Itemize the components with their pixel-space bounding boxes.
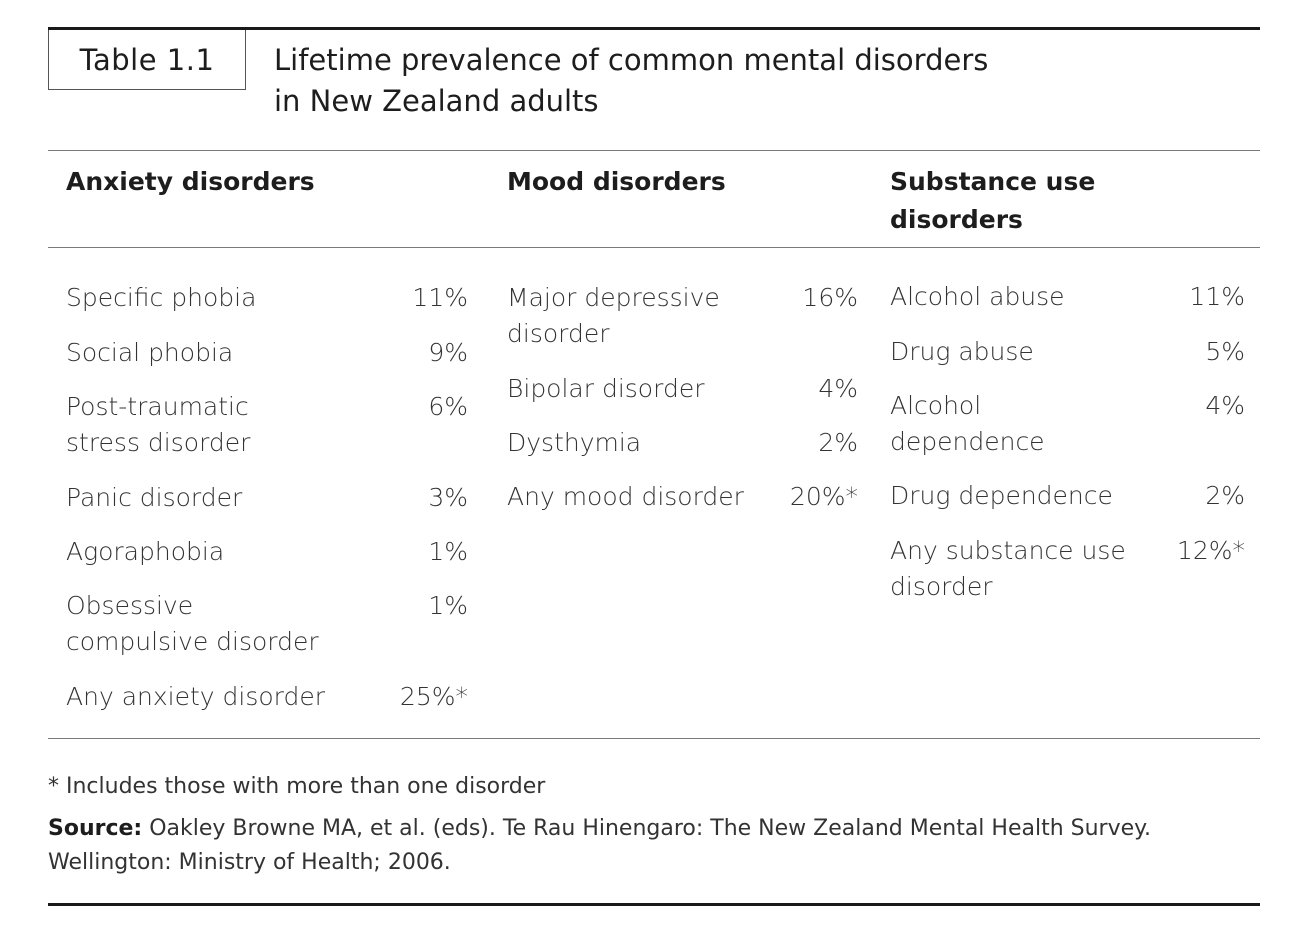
title-line-1: Lifetime prevalence of common mental dis… xyxy=(274,43,989,77)
source-line-2: Wellington: Ministry of Health; 2006. xyxy=(48,850,451,875)
row-value: 6% xyxy=(428,392,468,421)
row-label: Panic disorder xyxy=(66,480,242,516)
table-row: Any anxiety disorder 25%* xyxy=(66,679,468,751)
row-label: Drug abuse xyxy=(890,334,1034,370)
row-label-line-1: Major depressive xyxy=(507,283,720,312)
row-value: 25%* xyxy=(399,682,468,711)
heading-substance-line-2: disorders xyxy=(890,205,1023,234)
row-value: 3% xyxy=(428,483,468,512)
top-rule xyxy=(48,27,1260,30)
header-bottom-rule xyxy=(48,247,1260,248)
source-note: Source: Oakley Browne MA, et al. (eds). … xyxy=(48,812,1248,880)
table-row: Post-traumatic stress disorder 6% xyxy=(66,389,468,461)
row-label-line-1: Panic disorder xyxy=(66,483,243,512)
row-value: 4% xyxy=(818,374,858,403)
table-row: Any substance use disorder 12%* xyxy=(890,533,1245,605)
row-label-line-2: compulsive disorder xyxy=(66,627,319,656)
row-label-line-2: disorder xyxy=(507,319,610,348)
row-label: Dysthymia xyxy=(507,425,641,461)
table-row: Alcohol abuse 11% xyxy=(890,279,1245,351)
row-value: 11% xyxy=(1189,282,1245,311)
row-label-line-1: Social phobia xyxy=(66,338,234,367)
row-label: Alcohol abuse xyxy=(890,279,1065,315)
table-row: Bipolar disorder 4% xyxy=(507,371,858,443)
heading-mood: Mood disorders xyxy=(507,163,726,201)
row-value: 2% xyxy=(818,428,858,457)
row-label-line-1: Alcohol xyxy=(890,391,982,420)
row-label: Social phobia xyxy=(66,335,233,371)
row-label: Any mood disorder xyxy=(507,479,744,515)
table-row: Alcohol dependence 4% xyxy=(890,388,1245,460)
row-label: Bipolar disorder xyxy=(507,371,704,407)
row-value: 12%* xyxy=(1176,536,1245,565)
row-label-line-1: Any substance use xyxy=(890,536,1126,565)
row-value: 16% xyxy=(802,283,858,312)
row-label-line-1: Specific phobia xyxy=(66,283,257,312)
source-label: Source: xyxy=(48,816,143,841)
row-value: 4% xyxy=(1205,391,1245,420)
table-row: Any mood disorder 20%* xyxy=(507,479,858,551)
table-row: Obsessive compulsive disorder 1% xyxy=(66,588,468,660)
row-value: 1% xyxy=(428,537,468,566)
row-value: 1% xyxy=(428,591,468,620)
row-label-line-1: Drug dependence xyxy=(890,481,1113,510)
row-label: Specific phobia xyxy=(66,280,256,316)
row-value: 20%* xyxy=(789,482,858,511)
row-value: 5% xyxy=(1205,337,1245,366)
row-value: 9% xyxy=(428,338,468,367)
row-label-line-1: Obsessive xyxy=(66,591,194,620)
header-top-rule xyxy=(48,150,1260,151)
table-row: Specific phobia 11% xyxy=(66,280,468,352)
row-label-line-1: Post-traumatic xyxy=(66,392,249,421)
row-label: Any anxiety disorder xyxy=(66,679,325,715)
row-label: Obsessive compulsive disorder xyxy=(66,588,319,660)
row-label: Any substance use disorder xyxy=(890,533,1126,605)
table-bottom-rule xyxy=(48,738,1260,739)
heading-substance-line-1: Substance use xyxy=(890,167,1096,196)
table-row: Drug abuse 5% xyxy=(890,334,1245,406)
row-label-line-1: Dysthymia xyxy=(507,428,642,457)
table-row: Panic disorder 3% xyxy=(66,480,468,552)
row-label: Alcohol dependence xyxy=(890,388,1045,460)
row-label: Drug dependence xyxy=(890,478,1113,514)
table-row: Major depressive disorder 16% xyxy=(507,280,858,352)
row-label-line-1: Alcohol abuse xyxy=(890,282,1065,311)
row-label-line-2: stress disorder xyxy=(66,428,251,457)
table-row: Agoraphobia 1% xyxy=(66,534,468,606)
heading-substance: Substance use disorders xyxy=(890,163,1095,239)
row-label-line-2: dependence xyxy=(890,427,1045,456)
row-label-line-1: Bipolar disorder xyxy=(507,374,705,403)
bottom-rule xyxy=(48,903,1260,906)
heading-anxiety: Anxiety disorders xyxy=(66,163,315,201)
table-row: Dysthymia 2% xyxy=(507,425,858,497)
row-label: Major depressive disorder xyxy=(507,280,720,352)
table-row: Social phobia 9% xyxy=(66,335,468,407)
heading-anxiety-text: Anxiety disorders xyxy=(66,167,315,196)
row-value: 11% xyxy=(412,283,468,312)
title-line-2: in New Zealand adults xyxy=(274,84,599,118)
row-label: Agoraphobia xyxy=(66,534,224,570)
row-label: Post-traumatic stress disorder xyxy=(66,389,250,461)
table-title: Lifetime prevalence of common mental dis… xyxy=(274,40,1174,122)
row-label-line-1: Any mood disorder xyxy=(507,482,744,511)
table-number-label: Table 1.1 xyxy=(48,30,246,90)
row-value: 2% xyxy=(1205,481,1245,510)
row-label-line-1: Any anxiety disorder xyxy=(66,682,326,711)
row-label-line-1: Agoraphobia xyxy=(66,537,225,566)
source-text: Oakley Browne MA, et al. (eds). Te Rau H… xyxy=(142,816,1152,841)
row-label-line-2: disorder xyxy=(890,572,993,601)
row-label-line-1: Drug abuse xyxy=(890,337,1034,366)
table-row: Drug dependence 2% xyxy=(890,478,1245,550)
heading-mood-text: Mood disorders xyxy=(507,167,726,196)
footnote: * Includes those with more than one diso… xyxy=(48,774,546,799)
